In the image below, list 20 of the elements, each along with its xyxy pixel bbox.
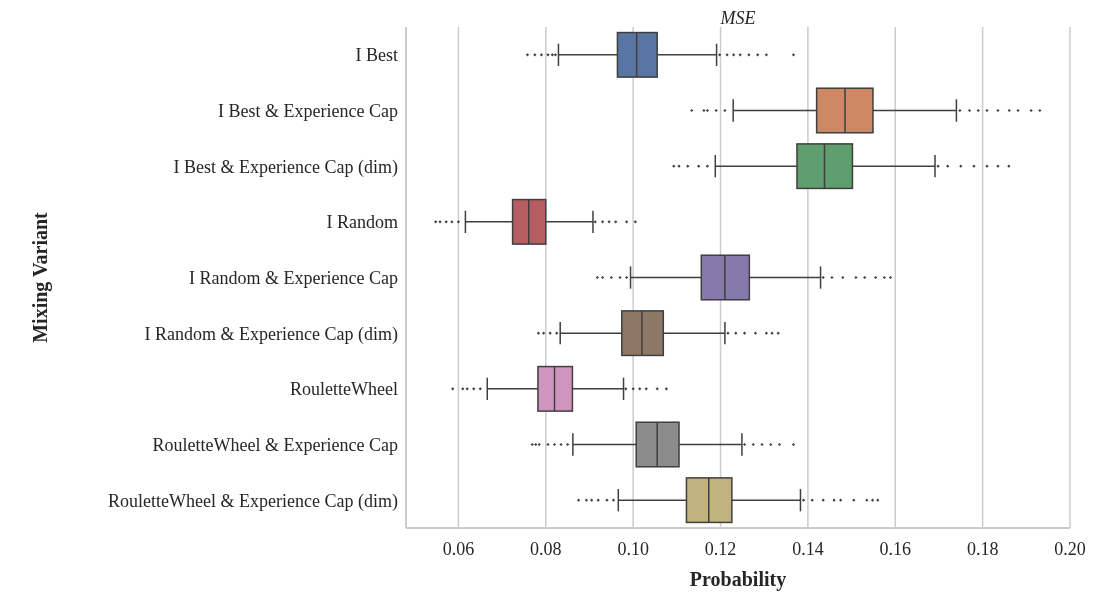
x-tick-label: 0.20 [1054,538,1086,559]
x-tick-label: 0.06 [442,538,475,559]
y-tick-label: I Best & Experience Cap [218,100,398,121]
y-tick-label: RouletteWheel & Experience Cap (dim) [108,490,398,512]
y-tick-label: RouletteWheel [290,379,398,400]
x-tick-label: 0.16 [879,538,912,559]
x-tick-label: 0.18 [966,538,999,559]
chart-title: MSE [719,8,757,29]
y-tick-label: I Best & Experience Cap (dim) [173,156,398,178]
x-tick-label: 0.10 [617,538,649,559]
y-tick-label: RouletteWheel & Experience Cap [152,434,398,455]
y-tick-label: I Random [326,212,398,233]
y-tick-label: I Best [355,45,398,66]
x-tick-label: 0.14 [792,538,824,559]
x-axis-title: Probability [688,568,788,591]
y-tick-label: I Random & Experience Cap [189,267,398,288]
x-tick-label: 0.08 [530,538,562,559]
y-tick-label: I Random & Experience Cap (dim) [144,323,398,345]
y-axis-title: Mixing Variant [28,210,52,345]
x-tick-label: 0.12 [704,538,737,559]
